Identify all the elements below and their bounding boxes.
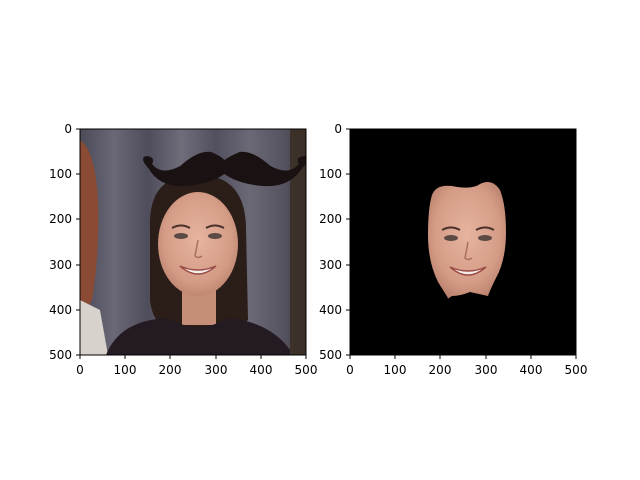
right-panel: 0 100 200 300 400 500 0 100 200 300 400 … xyxy=(319,122,587,377)
face-cutout xyxy=(428,182,506,299)
left-x-tick-2: 200 xyxy=(159,363,182,377)
left-x-tick-5: 500 xyxy=(295,363,318,377)
left-x-tick-0: 0 xyxy=(76,363,84,377)
man-face-partial xyxy=(80,140,99,320)
mustache-overlay xyxy=(143,151,306,187)
left-axes-frame xyxy=(79,128,307,356)
right-x-tick-3: 300 xyxy=(475,363,498,377)
right-x-tick-4: 400 xyxy=(520,363,543,377)
left-ticks xyxy=(76,128,307,359)
left-y-tick-5: 500 xyxy=(49,348,72,362)
right-y-tick-5: 500 xyxy=(319,348,342,362)
right-y-tick-2: 200 xyxy=(319,212,342,226)
right-photo xyxy=(350,129,576,355)
left-panel: 0 100 200 300 400 500 0 100 200 300 400 … xyxy=(49,122,317,377)
right-axes-frame xyxy=(349,128,577,356)
right-y-tick-4: 400 xyxy=(319,303,342,317)
left-x-tick-3: 300 xyxy=(205,363,228,377)
left-y-tick-4: 400 xyxy=(49,303,72,317)
right-x-tick-1: 100 xyxy=(384,363,407,377)
right-x-tick-5: 500 xyxy=(565,363,588,377)
right-y-tick-0: 0 xyxy=(334,122,342,136)
left-y-tick-1: 100 xyxy=(49,167,72,181)
right-y-tick-1: 100 xyxy=(319,167,342,181)
right-x-tick-0: 0 xyxy=(346,363,354,377)
left-y-tick-3: 300 xyxy=(49,258,72,272)
left-x-tick-4: 400 xyxy=(250,363,273,377)
right-ticks xyxy=(346,128,577,359)
right-y-tick-3: 300 xyxy=(319,258,342,272)
left-y-tick-0: 0 xyxy=(64,122,72,136)
right-x-tick-2: 200 xyxy=(429,363,452,377)
sweater xyxy=(106,318,290,355)
left-y-tick-2: 200 xyxy=(49,212,72,226)
left-photo xyxy=(80,129,306,355)
left-x-tick-1: 100 xyxy=(114,363,137,377)
man-shirt xyxy=(80,300,108,355)
